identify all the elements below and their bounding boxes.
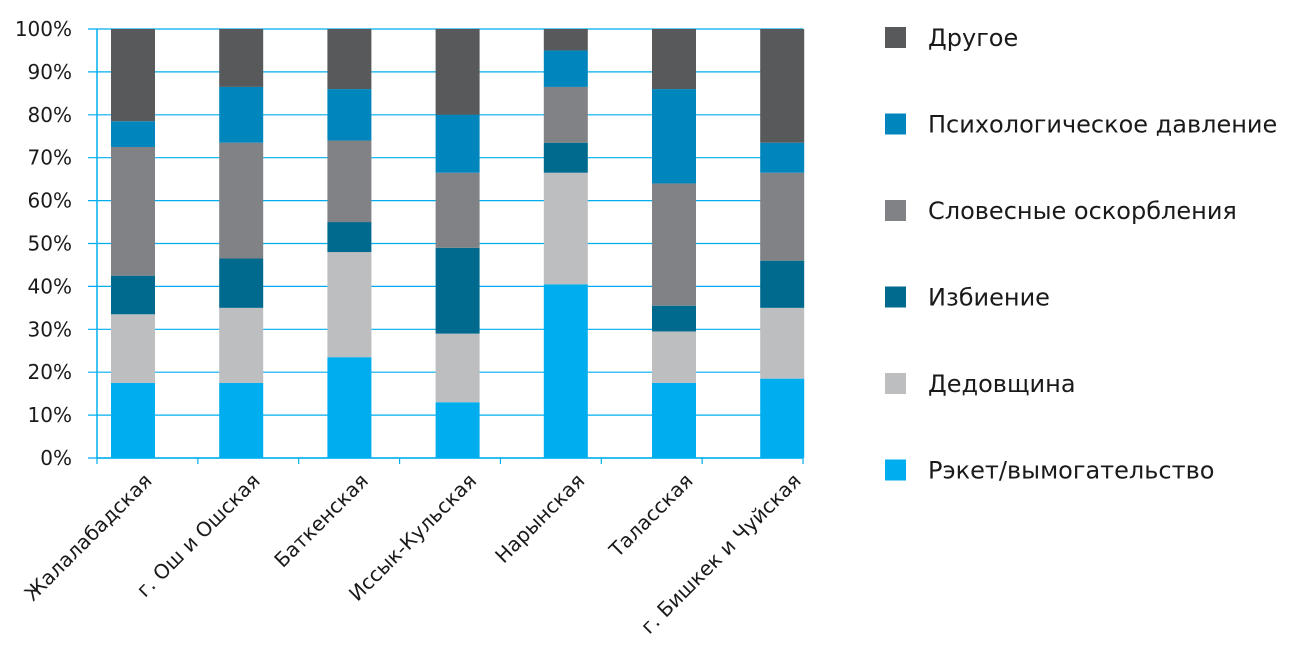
- bar-segment: [543, 29, 588, 51]
- legend-label: Дедовщина: [928, 370, 1076, 398]
- bar-segment: [760, 307, 805, 379]
- bar-segment: [111, 275, 155, 315]
- legend-item: Дедовщина: [885, 370, 1076, 398]
- x-category-label: Таласская: [604, 469, 698, 563]
- bar-segment: [435, 29, 480, 115]
- bar-segment: [543, 50, 588, 87]
- y-tick-label: 30%: [28, 317, 72, 341]
- bar-segment: [760, 142, 805, 173]
- bar-segment: [327, 357, 372, 458]
- legend-item: Психологическое давление: [885, 111, 1277, 139]
- bar-segment: [435, 247, 480, 334]
- legend-item: Другое: [885, 24, 1018, 52]
- bar-segment: [111, 382, 155, 458]
- y-tick-label: 60%: [28, 189, 72, 213]
- y-tick-label: 40%: [28, 274, 72, 298]
- legend-swatch: [885, 286, 906, 308]
- bar-segment: [543, 86, 588, 143]
- y-axis-tick-labels: 0% 10% 20% 30% 40% 50% 60% 70% 80% 90% 100%: [15, 17, 72, 470]
- bar-segment: [760, 172, 805, 261]
- bar-segment: [652, 305, 696, 332]
- x-category-label: Нарынская: [490, 469, 589, 568]
- bar-segment: [652, 89, 696, 184]
- legend-swatch: [885, 27, 906, 48]
- bar-segment: [219, 86, 264, 143]
- legend-swatch: [885, 200, 906, 221]
- axes: [96, 29, 804, 464]
- y-tick-label: 50%: [28, 232, 72, 256]
- legend-swatch: [885, 373, 906, 394]
- bar-segment: [652, 183, 696, 306]
- bar-segment: [219, 142, 264, 259]
- y-tick-label: 90%: [28, 60, 72, 84]
- bar-segment: [219, 307, 264, 383]
- bar-segment: [543, 172, 588, 285]
- bar-segment: [652, 382, 696, 458]
- legend-label: Рэкет/вымогательство: [928, 457, 1214, 485]
- bar-segment: [219, 382, 264, 458]
- bar-segment: [543, 142, 588, 173]
- bar-segment: [111, 121, 155, 147]
- bar-segment: [543, 284, 588, 458]
- bar-segment: [652, 29, 696, 90]
- legend-label: Другое: [928, 24, 1018, 52]
- bar-segment: [327, 252, 372, 358]
- y-tick-label: 80%: [28, 103, 72, 127]
- bar-segment: [327, 29, 372, 90]
- x-category-label: Баткенская: [269, 469, 373, 573]
- bar-segment: [327, 140, 372, 223]
- bar-segment: [435, 333, 480, 403]
- bar-segment: [219, 29, 264, 87]
- y-tick-label: 0%: [40, 446, 72, 470]
- y-tick-label: 70%: [28, 146, 72, 170]
- legend-item: Рэкет/вымогательство: [885, 457, 1214, 485]
- bar-segment: [111, 314, 155, 383]
- bar-segment: [760, 29, 805, 143]
- legend-swatch: [885, 113, 906, 135]
- legend: Другое Психологическое давление Словесные …: [885, 24, 1277, 485]
- legend-label: Словесные оскорбления: [928, 197, 1237, 225]
- bar-segment: [111, 146, 155, 276]
- bar-segment: [327, 222, 372, 253]
- bar-segment: [435, 114, 480, 173]
- bar-segment: [652, 331, 696, 383]
- bars: [111, 29, 805, 458]
- legend-item: Словесные оскорбления: [885, 197, 1237, 225]
- legend-label: Психологическое давление: [928, 111, 1277, 139]
- bar-segment: [111, 29, 155, 122]
- legend-item: Избиение: [885, 284, 1050, 312]
- y-tick-label: 20%: [28, 360, 72, 384]
- bar-segment: [327, 89, 372, 141]
- y-tick-label: 10%: [28, 403, 72, 427]
- bar-segment: [435, 172, 480, 248]
- bar-segment: [219, 258, 264, 308]
- legend-swatch: [885, 459, 906, 481]
- bar-segment: [760, 260, 805, 308]
- bar-segment: [760, 378, 805, 458]
- legend-label: Избиение: [928, 284, 1050, 312]
- y-tick-label: 100%: [15, 17, 72, 41]
- bar-segment: [435, 402, 480, 458]
